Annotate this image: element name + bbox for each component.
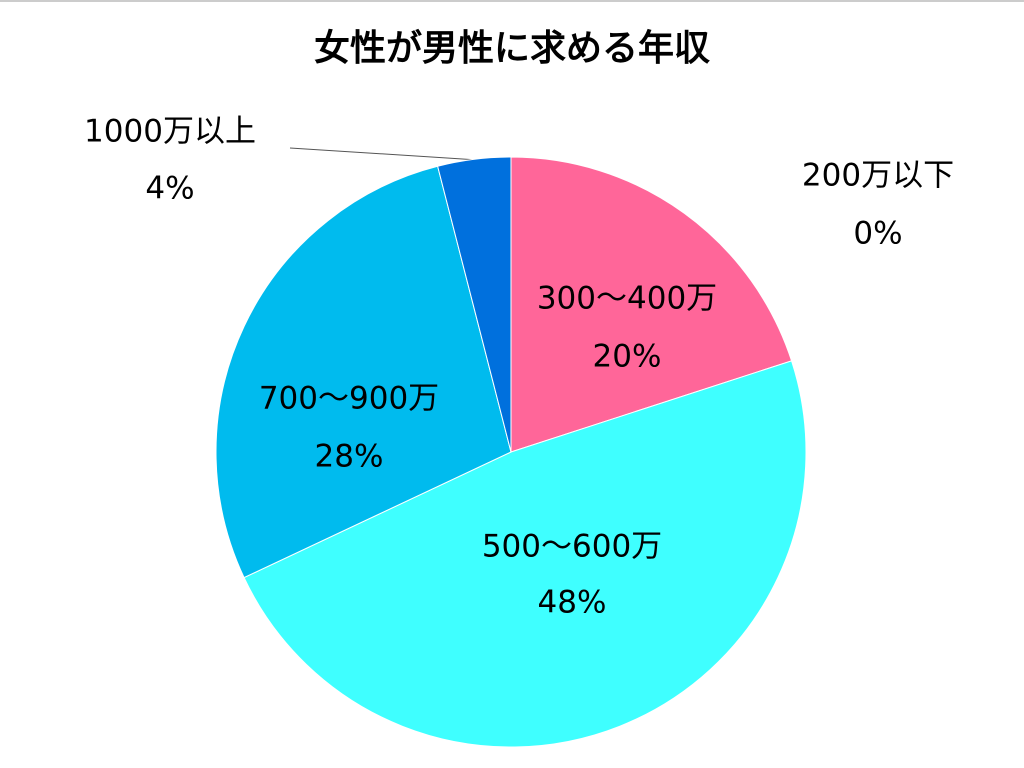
value-label: 28% xyxy=(315,439,384,475)
pie-slice xyxy=(243,360,807,748)
slice-label: 700～900万 xyxy=(259,381,439,417)
pie-slice xyxy=(437,156,512,453)
value-label: 4% xyxy=(145,171,194,207)
slice-label: 1000万以上 xyxy=(84,114,256,150)
value-label: 48% xyxy=(538,585,607,621)
pie-slice xyxy=(215,165,512,579)
slice-label: 300～400万 xyxy=(537,281,717,317)
slice-label: 200万以下 xyxy=(802,158,954,194)
pie-slice xyxy=(510,156,793,453)
leader-line xyxy=(289,147,479,161)
slice-label: 500～600万 xyxy=(482,529,662,565)
chart-title: 女性が男性に求める年収 xyxy=(314,28,710,69)
value-label: 0% xyxy=(853,216,902,252)
value-label: 20% xyxy=(593,339,662,375)
